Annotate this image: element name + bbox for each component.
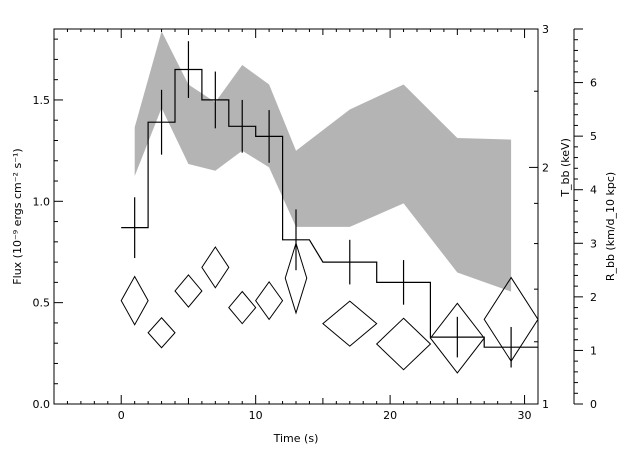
y-right-outer-axis: 0 1 2 3 4 5 6: [573, 28, 597, 411]
radius-diamond: [255, 280, 284, 321]
y-right-outer-tick-label: 3: [590, 237, 597, 250]
x-axis-title: Time (s): [273, 432, 319, 445]
temperature-band: [134, 31, 512, 292]
radius-diamond: [147, 317, 176, 349]
y-right-inner-tick-label: 1: [542, 398, 549, 411]
y-right-inner-axis-title: T_bb (keV): [559, 138, 572, 198]
y-left-axis-title: Flux (10⁻⁹ ergs cm⁻² s⁻¹): [11, 148, 24, 284]
radius-diamond: [375, 317, 432, 371]
y-right-outer-tick-label: 5: [590, 130, 597, 143]
y-right-inner-axis: 1 2 3: [529, 23, 549, 411]
y-left-tick-label: 1.0: [33, 195, 51, 208]
x-tick-label: 30: [518, 409, 532, 422]
y-left-tick-label: 1.5: [33, 94, 51, 107]
y-right-outer-tick-label: 6: [590, 77, 597, 90]
x-tick-label: 0: [118, 409, 125, 422]
y-right-outer-tick-label: 1: [590, 344, 597, 357]
x-tick-label: 10: [249, 409, 263, 422]
y-right-outer-tick-label: 0: [590, 398, 597, 411]
radius-diamond: [120, 275, 149, 326]
y-left-tick-label: 0.0: [33, 398, 51, 411]
y-right-outer-axis-title: R_bb (km/d_10 kpc): [604, 172, 617, 281]
radius-diamond: [284, 241, 308, 315]
radius-diamond: [228, 290, 257, 325]
y-right-inner-tick-label: 3: [542, 23, 549, 36]
radius-diamond: [201, 246, 230, 289]
y-left-tick-label: 0.5: [33, 297, 51, 310]
y-right-outer-tick-label: 4: [590, 184, 597, 197]
y-left-axis: 0.0 0.5 1.0 1.5: [33, 38, 63, 411]
x-axis: 0 10 20 30: [53, 29, 539, 422]
temperature-band-layer: [134, 31, 512, 292]
x-tick-label: 20: [383, 409, 397, 422]
y-right-inner-tick-label: 2: [542, 161, 549, 174]
radius-series-layer: [120, 241, 539, 374]
y-right-outer-tick-label: 2: [590, 291, 597, 304]
axis-titles: Time (s) Flux (10⁻⁹ ergs cm⁻² s⁻¹) T_bb (k…: [11, 138, 617, 445]
radius-diamond: [429, 302, 485, 374]
radius-diamond: [174, 274, 203, 308]
flux-series-layer: [121, 41, 538, 368]
radius-diamond: [322, 300, 378, 347]
